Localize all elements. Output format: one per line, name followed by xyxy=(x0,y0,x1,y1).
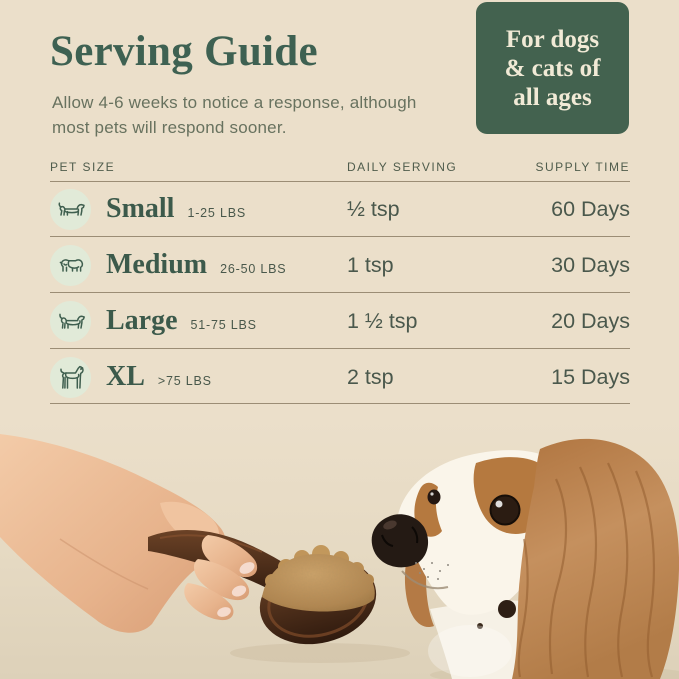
fingernail xyxy=(231,585,247,597)
divider xyxy=(50,181,630,182)
table-row-xl: XL >75 LBS 2 tsp 15 Days xyxy=(0,350,679,405)
ages-badge: For dogs & cats of all ages xyxy=(476,2,629,134)
supply-time-value: 30 Days xyxy=(551,253,630,277)
badge-line-1: For dogs xyxy=(505,25,600,53)
daily-serving-value: 1 tsp xyxy=(347,253,394,277)
column-header-supply-time: SUPPLY TIME xyxy=(535,160,630,174)
size-weight: >75 LBS xyxy=(157,374,212,388)
divider xyxy=(50,348,630,349)
hand-feeding-dog-photo xyxy=(0,419,679,679)
pet-size-cell: Small 1-25 LBS xyxy=(106,182,246,237)
supply-time-value: 20 Days xyxy=(551,309,630,333)
badge-line-2: & cats of xyxy=(504,54,601,82)
daily-serving-value: ½ tsp xyxy=(347,197,400,221)
supplement-powder xyxy=(262,545,375,612)
size-weight: 26-50 LBS xyxy=(220,262,287,276)
subtitle-line-1: Allow 4-6 weeks to notice a response, al… xyxy=(52,93,417,112)
retriever-icon xyxy=(50,301,91,342)
table-row-large: Large 51-75 LBS 1 ½ tsp 20 Days xyxy=(0,294,679,349)
divider xyxy=(50,403,630,404)
daily-serving-value: 2 tsp xyxy=(347,365,394,389)
daily-serving-value: 1 ½ tsp xyxy=(347,309,418,333)
page-title: Serving Guide xyxy=(50,28,318,75)
table-row-medium: Medium 26-50 LBS 1 tsp 30 Days xyxy=(0,238,679,293)
fingernail xyxy=(217,607,231,617)
pet-size-cell: Medium 26-50 LBS xyxy=(106,238,286,293)
bulldog-icon xyxy=(50,245,91,286)
neck-spot xyxy=(498,600,516,618)
size-name: XL xyxy=(106,361,145,392)
size-weight: 1-25 LBS xyxy=(187,206,246,220)
badge-line-3: all ages xyxy=(513,83,592,111)
dog-nose xyxy=(371,514,429,568)
size-name: Small xyxy=(106,193,175,224)
subtitle-line-2: most pets will respond sooner. xyxy=(52,118,287,137)
supply-time-value: 60 Days xyxy=(551,197,630,221)
page-subtitle: Allow 4-6 weeks to notice a response, al… xyxy=(52,90,417,140)
divider xyxy=(50,292,630,293)
dachshund-icon xyxy=(50,189,91,230)
supply-time-value: 15 Days xyxy=(551,365,630,389)
size-name: Medium xyxy=(106,249,208,280)
pet-size-cell: XL >75 LBS xyxy=(106,350,212,405)
size-weight: 51-75 LBS xyxy=(190,318,257,332)
dog-eyes xyxy=(427,489,521,526)
size-name: Large xyxy=(106,305,178,336)
fingernail xyxy=(239,562,255,574)
divider xyxy=(50,236,630,237)
column-header-daily-serving: DAILY SERVING xyxy=(347,160,458,174)
column-header-pet-size: PET SIZE xyxy=(50,160,116,174)
great-dane-icon xyxy=(50,357,91,398)
pet-size-cell: Large 51-75 LBS xyxy=(106,294,257,349)
cavalier-dog xyxy=(371,439,679,679)
dog-muzzle xyxy=(415,562,449,580)
fingers xyxy=(184,535,258,621)
table-row-small: Small 1-25 LBS ½ tsp 60 Days xyxy=(0,182,679,237)
